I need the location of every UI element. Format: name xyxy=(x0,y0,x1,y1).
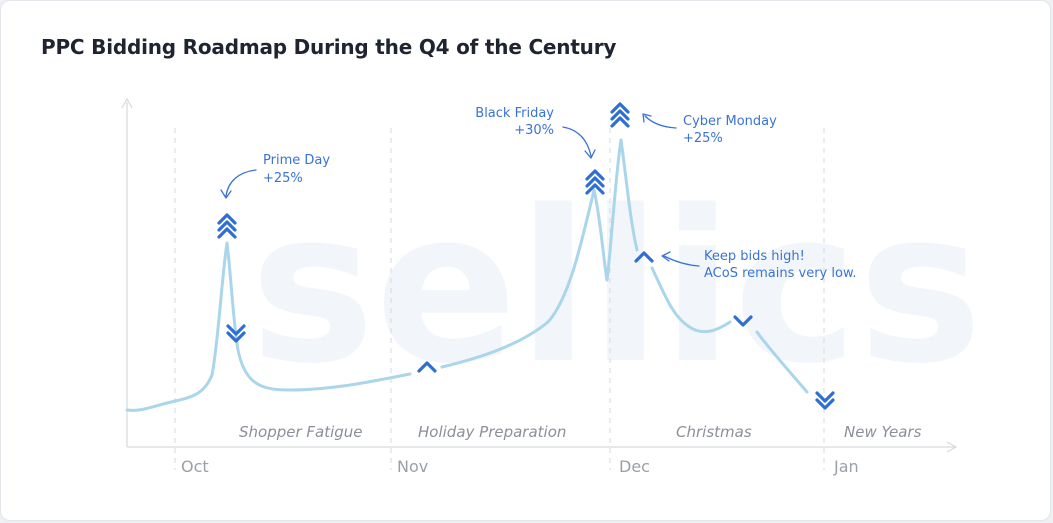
triple-chevron-up-icon xyxy=(217,213,237,239)
x-tick-label: Oct xyxy=(181,457,209,476)
x-tick-label: Jan xyxy=(833,457,859,476)
triple-chevron-up-icon xyxy=(610,102,630,128)
annotation-arrows xyxy=(220,113,700,267)
line-segment-nov xyxy=(440,138,639,369)
x-tick-label: Dec xyxy=(619,457,650,476)
annotation-text: Prime Day xyxy=(263,153,330,168)
annotation-text: Cyber Monday xyxy=(683,114,777,129)
chart-title: PPC Bidding Roadmap During the Q4 of the… xyxy=(41,35,617,59)
x-axis-arrow xyxy=(946,441,958,453)
phase-label: New Years xyxy=(844,423,922,441)
annotation-text: Keep bids high! xyxy=(704,249,805,264)
annotation-text: ACoS remains very low. xyxy=(704,266,857,281)
arrow-head xyxy=(642,113,652,123)
chevron-up-icon xyxy=(634,251,654,263)
y-axis-arrow xyxy=(121,97,133,109)
watermark-text: sellics xyxy=(250,165,983,410)
annotation-text: +30% xyxy=(514,123,554,138)
double-chevron-down-icon xyxy=(226,324,246,343)
double-chevron-down-icon xyxy=(815,391,835,410)
phase-label: Shopper Fatigue xyxy=(239,423,363,441)
chevron-up-icon xyxy=(417,361,437,373)
line-segment-dec xyxy=(650,266,732,334)
phase-label: Christmas xyxy=(676,423,752,441)
arrow-prime-day xyxy=(225,169,257,197)
arrow-head xyxy=(661,251,671,262)
line-segment-oct xyxy=(125,241,412,412)
arrow-keep-bids xyxy=(663,255,700,267)
x-tick-label: Nov xyxy=(397,457,428,476)
markers xyxy=(217,102,835,410)
series-line xyxy=(125,138,809,412)
annotation-text: +25% xyxy=(263,171,303,186)
arrow-head xyxy=(220,189,232,199)
arrow-black-friday xyxy=(562,126,592,157)
annotation-text: Black Friday xyxy=(475,106,554,121)
triple-chevron-up-icon xyxy=(585,169,605,195)
line-segment-jan xyxy=(755,330,809,394)
chevron-down-icon xyxy=(733,315,753,327)
phase-label: Holiday Preparation xyxy=(418,423,566,441)
month-dividers xyxy=(174,128,825,470)
arrow-cyber-monday xyxy=(644,115,677,129)
annotation-text: +25% xyxy=(683,131,723,146)
arrow-head xyxy=(584,149,596,159)
